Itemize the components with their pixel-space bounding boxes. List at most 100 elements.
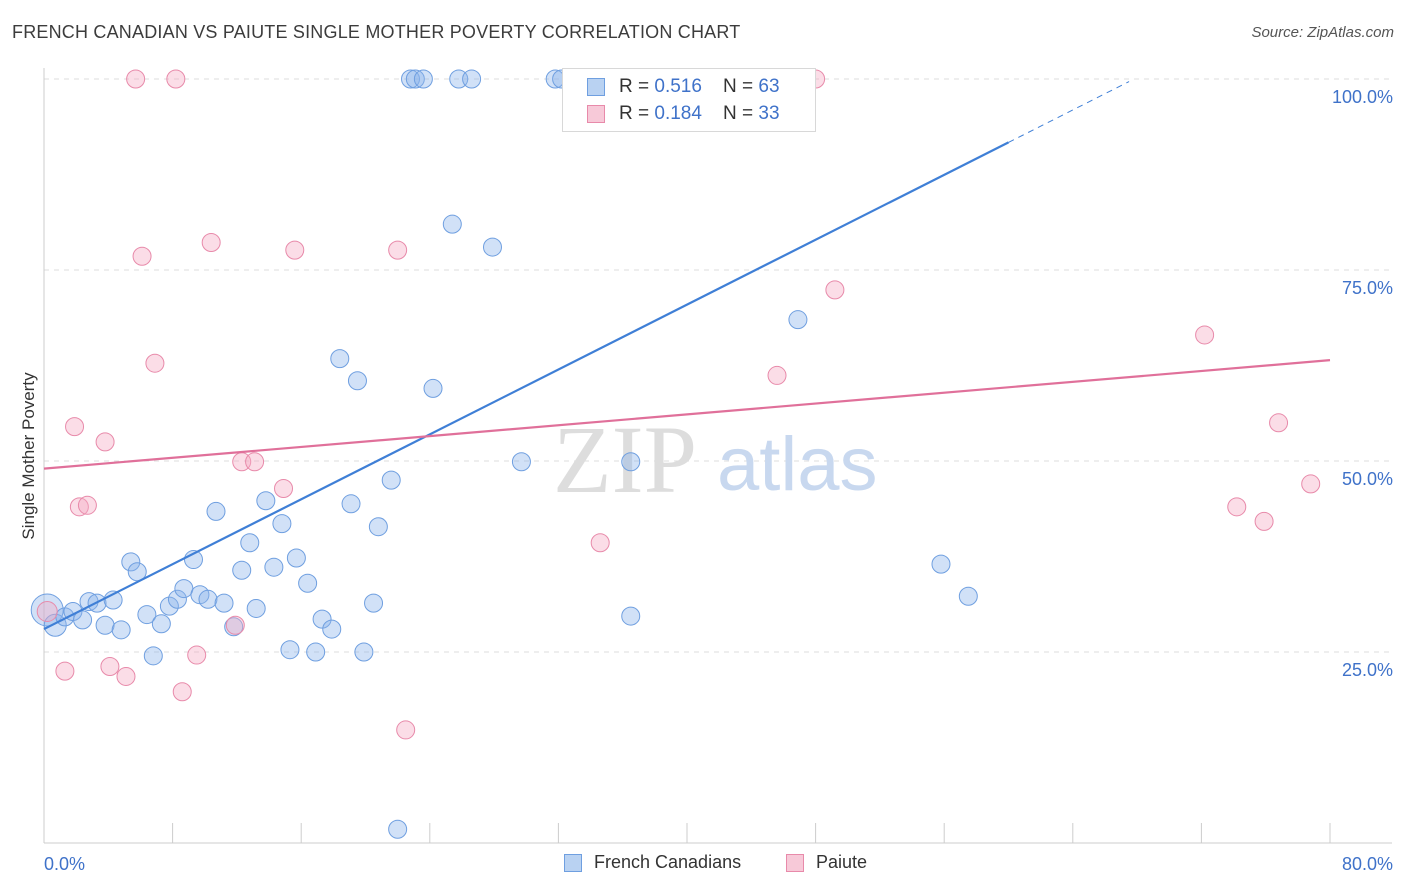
french-canadians-point-61 [958, 586, 978, 606]
y-tick-label-1: 50.0% [1342, 469, 1393, 489]
french-canadians-point-56 [621, 452, 641, 472]
french-canadians-point-37 [341, 494, 361, 514]
paiute-point-9 [132, 246, 152, 266]
french-canadians-point-43 [388, 819, 408, 839]
bottom-legend-french-canadians: French Canadians [564, 852, 741, 873]
trendline-french-canadians-extension [1008, 81, 1130, 143]
french-canadians-point-47 [423, 378, 443, 398]
legend-n-label: N = [723, 103, 759, 124]
french-canadians-point-12 [137, 605, 157, 625]
french-canadians-point-27 [256, 491, 276, 511]
paiute-point-23 [767, 365, 787, 385]
paiute-point-20 [388, 240, 408, 260]
french-canadians-point-9 [111, 620, 131, 640]
bottom-legend-swatch-french-canadians [564, 853, 582, 872]
french-canadians-point-22 [214, 593, 234, 613]
trendlines [43, 81, 1331, 631]
french-canadians-point-28 [264, 557, 284, 577]
y-tick-label-3: 100.0% [1332, 87, 1393, 107]
legend-r-value: 0.184 [654, 103, 702, 124]
paiute-point-25 [825, 280, 845, 300]
paiute-point-0 [36, 601, 58, 623]
legend-n-value: 63 [758, 76, 780, 97]
paiute-point-3 [69, 497, 89, 517]
french-canadians-point-52 [511, 452, 531, 472]
french-canadians-point-29 [272, 514, 292, 534]
french-canadians-point-57 [621, 606, 641, 626]
french-canadians-point-50 [462, 69, 482, 89]
french-canadians-point-21 [206, 501, 226, 521]
legend-r-value: 0.516 [654, 76, 702, 97]
french-canadians-point-14 [151, 614, 171, 634]
paiute-point-11 [166, 69, 186, 89]
source-label: Source: ZipAtlas.com [1251, 24, 1394, 41]
paiute-point-2 [65, 417, 85, 437]
legend-row-french-canadians: R = 0.516 N = 63 [587, 74, 780, 100]
paiute-point-27 [1227, 497, 1247, 517]
axes [43, 68, 1392, 844]
chart-title: FRENCH CANADIAN VS PAIUTE SINGLE MOTHER … [12, 22, 741, 42]
french-canadians-point-60 [931, 554, 951, 574]
paiute-point-22 [590, 533, 610, 553]
grid-lines [44, 78, 1392, 653]
legend-swatch-french-canadians [587, 78, 605, 96]
french-canadians-point-40 [364, 593, 384, 613]
french-canadians-point-17 [174, 579, 194, 599]
y-tick-label-0: 25.0% [1342, 660, 1393, 680]
paiute-point-4 [77, 495, 97, 515]
paiute-point-8 [126, 69, 146, 89]
french-canadians-point-15 [159, 596, 179, 616]
trendline-french-canadians [43, 141, 1009, 631]
french-canadians-point-39 [354, 642, 374, 662]
french-canadians-points [30, 69, 978, 839]
paiute-point-13 [187, 645, 207, 665]
french-canadians-point-59 [788, 310, 808, 330]
french-canadians-point-48 [442, 214, 462, 234]
french-canadians-point-10 [121, 552, 141, 572]
french-canadians-point-36 [330, 349, 350, 369]
french-canadians-point-16 [167, 589, 187, 609]
french-canadians-point-4 [73, 610, 93, 630]
y-axis-label: Single Mother Poverty [19, 372, 38, 540]
paiute-points [36, 69, 1321, 740]
paiute-point-30 [1301, 474, 1321, 494]
paiute-point-6 [100, 657, 120, 677]
correlation-legend: R = 0.516 N = 63 R = 0.184 N = 33 [562, 68, 816, 132]
paiute-point-28 [1254, 511, 1274, 531]
paiute-point-1 [55, 661, 75, 681]
legend-n-label: N = [723, 76, 759, 97]
french-canadians-point-25 [240, 533, 260, 553]
paiute-point-21 [396, 720, 416, 740]
paiute-point-17 [245, 452, 265, 472]
paiute-point-5 [95, 432, 115, 452]
paiute-point-18 [274, 479, 294, 499]
x-tick-label-max: 80.0% [1342, 854, 1393, 874]
bottom-legend-label-french-canadians: French Canadians [594, 852, 742, 872]
bottom-legend-label-paiute: Paiute [816, 852, 868, 872]
trendline-paiute [43, 359, 1331, 470]
french-canadians-point-46 [413, 69, 433, 89]
french-canadians-point-26 [246, 598, 266, 618]
paiute-point-15 [225, 615, 245, 635]
paiute-point-12 [172, 682, 192, 702]
french-canadians-point-42 [381, 470, 401, 490]
paiute-point-29 [1269, 413, 1289, 433]
french-canadians-point-32 [298, 573, 318, 593]
french-canadians-point-31 [286, 548, 306, 568]
french-canadians-point-41 [368, 517, 388, 537]
french-canadians-point-13 [143, 646, 163, 666]
french-canadians-point-34 [312, 609, 332, 629]
bottom-legend-paiute: Paiute [786, 852, 867, 873]
x-axis-ticks [172, 823, 1331, 843]
bottom-legend-swatch-paiute [786, 853, 804, 872]
legend-row-paiute: R = 0.184 N = 33 [587, 101, 780, 127]
legend-r-label: R = [619, 103, 655, 124]
french-canadians-point-33 [306, 642, 326, 662]
paiute-point-19 [285, 240, 305, 260]
watermark: ZIP atlas [553, 406, 878, 513]
french-canadians-point-35 [322, 619, 342, 639]
paiute-point-14 [201, 232, 221, 252]
french-canadians-point-45 [405, 69, 425, 89]
y-tick-label-2: 75.0% [1342, 278, 1393, 298]
